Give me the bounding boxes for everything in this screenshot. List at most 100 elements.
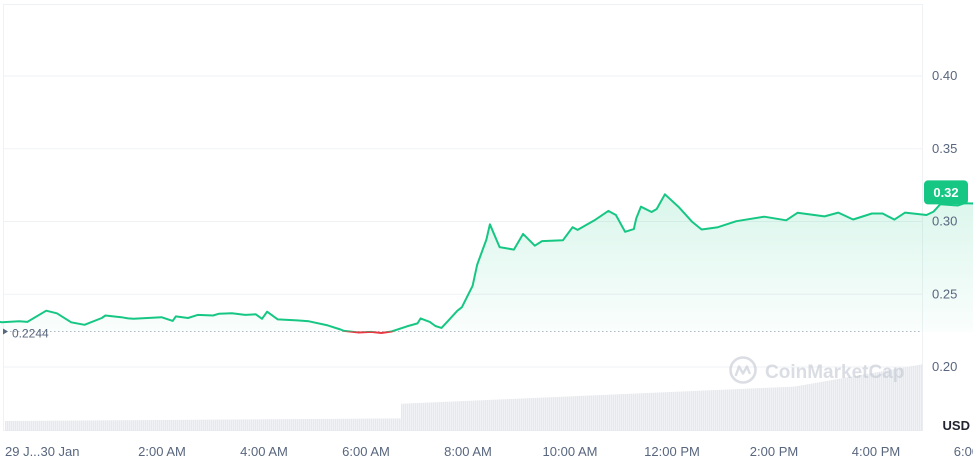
volume-bar — [413, 403, 415, 431]
volume-bar — [461, 401, 463, 431]
volume-bar — [29, 420, 31, 431]
volume-bar — [9, 420, 11, 431]
volume-bar — [107, 420, 109, 431]
volume-bar — [181, 419, 183, 431]
volume-bar — [529, 398, 531, 431]
volume-bar — [33, 420, 35, 431]
volume-bar — [829, 380, 831, 431]
volume-bar — [743, 388, 745, 431]
volume-bar — [85, 420, 87, 431]
volume-bar — [255, 419, 257, 431]
volume-bar — [437, 402, 439, 431]
volume-bar — [801, 385, 803, 431]
volume-bar — [239, 419, 241, 431]
volume-bar — [491, 399, 493, 431]
volume-bar — [763, 387, 765, 431]
volume-bar — [383, 418, 385, 431]
volume-bar — [385, 418, 387, 431]
volume-bar — [265, 419, 267, 431]
volume-bar — [521, 398, 523, 431]
volume-bar — [805, 384, 807, 431]
volume-bar — [433, 402, 435, 431]
volume-bar — [125, 420, 127, 431]
volume-bar — [247, 419, 249, 431]
volume-bar — [817, 382, 819, 431]
price-series-line[interactable] — [0, 78, 973, 334]
volume-bar — [395, 418, 397, 431]
volume-bar — [717, 389, 719, 431]
volume-bar — [205, 419, 207, 431]
volume-bar — [135, 420, 137, 431]
volume-bar — [557, 396, 559, 431]
volume-bar — [27, 420, 29, 431]
volume-bar — [833, 379, 835, 431]
volume-bar — [73, 420, 75, 431]
volume-bar — [861, 374, 863, 431]
volume-bar — [243, 419, 245, 431]
volume-bar — [299, 419, 301, 431]
volume-bar — [609, 394, 611, 431]
volume-bar — [899, 368, 901, 431]
volume-bar — [11, 420, 13, 431]
volume-bar — [121, 420, 123, 431]
volume-bar — [921, 364, 923, 431]
volume-bar — [667, 392, 669, 431]
volume-bar — [689, 391, 691, 431]
volume-bar — [499, 399, 501, 431]
volume-bar — [911, 366, 913, 431]
volume-bar — [277, 419, 279, 431]
x-tick-label: 29 J... — [5, 444, 40, 459]
volume-bar — [401, 403, 403, 431]
volume-bar — [263, 419, 265, 431]
volume-bar — [61, 420, 63, 431]
volume-bar — [129, 420, 131, 431]
volume-bar — [291, 419, 293, 431]
volume-bar — [355, 418, 357, 431]
volume-bar — [553, 397, 555, 431]
volume-bar — [811, 383, 813, 431]
volume-bar — [847, 377, 849, 431]
volume-bar — [293, 419, 295, 431]
volume-bar — [75, 420, 77, 431]
volume-bar — [221, 419, 223, 431]
volume-bar — [599, 395, 601, 431]
volume-bar — [127, 420, 129, 431]
volume-bar — [311, 418, 313, 431]
volume-bar — [389, 418, 391, 431]
volume-bar — [733, 389, 735, 431]
volume-bar — [873, 372, 875, 431]
volume-bar — [353, 418, 355, 431]
volume-bar — [889, 369, 891, 431]
volume-bar — [317, 418, 319, 431]
volume-bar — [631, 393, 633, 431]
volume-bar — [825, 381, 827, 431]
volume-bar — [777, 387, 779, 431]
volume-bar — [827, 380, 829, 431]
volume-bar — [99, 420, 101, 431]
volume-bar — [803, 384, 805, 431]
volume-bar — [271, 419, 273, 431]
volume-bar — [5, 421, 7, 431]
volume-bar — [285, 419, 287, 431]
volume-bar — [157, 420, 159, 431]
volume-bar — [189, 419, 191, 431]
volume-bar — [283, 419, 285, 431]
open-price-label: 0.2244 — [12, 326, 49, 340]
volume-bar — [711, 390, 713, 431]
volume-bar — [163, 419, 165, 431]
y-tick-label: 0.20 — [932, 359, 957, 374]
volume-bar — [371, 418, 373, 431]
volume-bar — [131, 420, 133, 431]
volume-bar — [365, 418, 367, 431]
volume-bar — [487, 399, 489, 431]
volume-bar — [119, 420, 121, 431]
volume-bar — [719, 389, 721, 431]
volume-bar — [691, 391, 693, 431]
volume-bar — [813, 383, 815, 431]
volume-bar — [269, 419, 271, 431]
volume-bar — [783, 387, 785, 431]
volume-bar — [753, 388, 755, 431]
volume-bar — [795, 386, 797, 431]
